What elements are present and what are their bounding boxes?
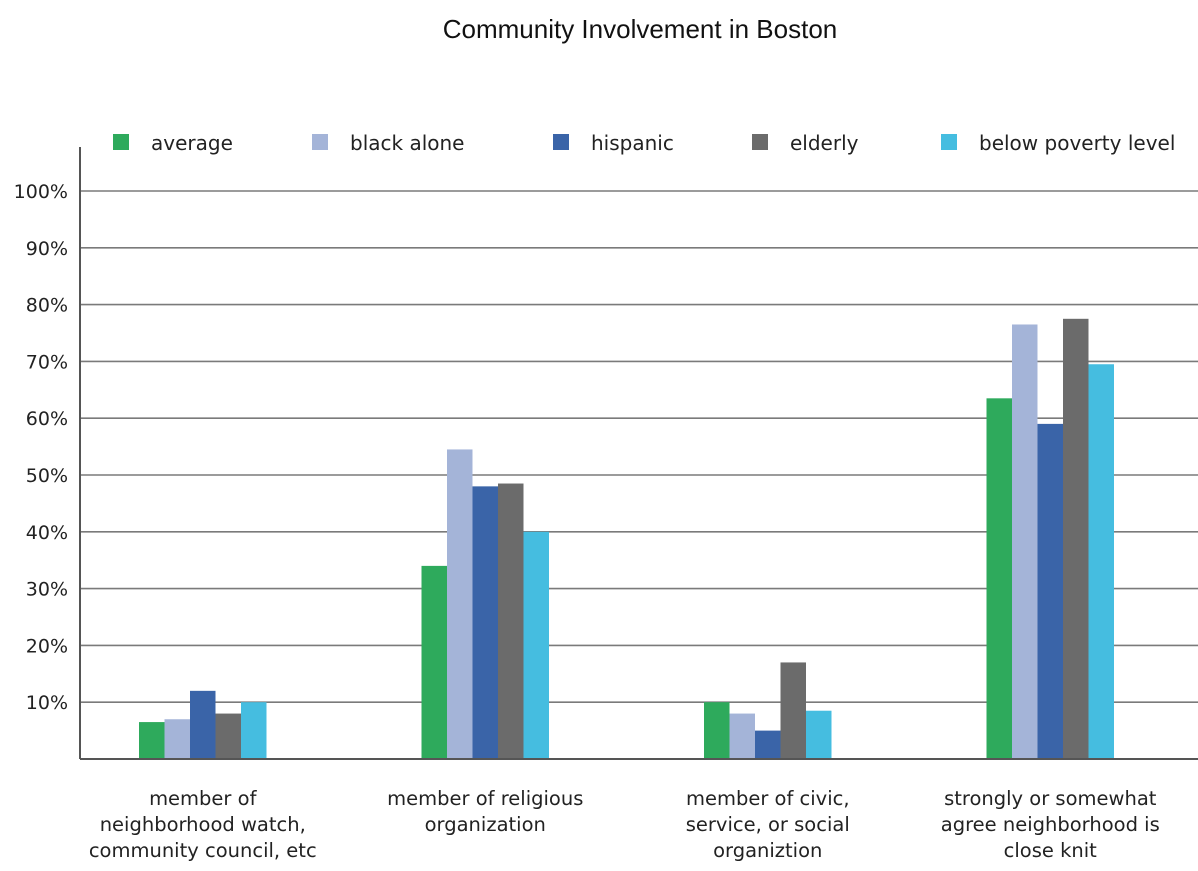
x-tick-label: member of religious organization [387,787,583,836]
bar-average [986,398,1012,759]
x-tick-label-line: service, or social [686,813,850,836]
legend-label: black alone [350,131,464,155]
y-tick-label: 70% [26,351,68,373]
x-tick-label-line: organization [425,813,546,836]
bar-hispanic [1037,423,1063,759]
legend-item: below poverty level [941,131,1175,155]
bar-black-alone [729,713,755,759]
y-tick-label: 20% [26,635,68,657]
x-tick-label-line: strongly or somewhat [944,787,1157,810]
legend-swatch [113,134,129,150]
y-tick-label: 90% [26,238,68,260]
legend-swatch [941,134,957,150]
bars [139,318,1114,759]
y-tick-label: 10% [26,692,68,714]
x-tick-label-line: agree neighborhood is [941,813,1160,836]
y-tick-label: 60% [26,408,68,430]
legend-item: black alone [312,131,464,155]
x-tick-label-line: close knit [1004,839,1097,862]
x-tick-label-line: member of [149,787,258,810]
legend: average black alone hispanic elderly below p… [113,131,1175,155]
legend-label: elderly [790,131,859,155]
x-tick-label: member of neighborhood watch, community co… [89,787,317,862]
bar-below-poverty-level [1088,364,1114,759]
legend-swatch [553,134,569,150]
y-tick-label: 50% [26,465,68,487]
bar-elderly [780,662,806,759]
legend-item: elderly [752,131,859,155]
x-tick-label: member of civic, service, or social organi… [686,787,850,862]
bar-elderly [215,713,241,759]
bar-elderly [498,483,524,759]
bar-black-alone [447,449,473,759]
y-tick-label: 30% [26,579,68,601]
x-tick-label: strongly or somewhat agree neighborhood i… [941,787,1160,862]
chart-title: Community Involvement in Boston [443,14,838,44]
y-axis-ticks: 10% 20% 30% 40% 50% 60% 70% 80% 90% 100% [14,181,68,714]
x-tick-label-line: organiztion [713,839,822,862]
bar-hispanic [190,690,216,759]
bar-black-alone [1012,324,1038,759]
bar-average [139,722,165,759]
bar-below-poverty-level [806,710,832,759]
x-tick-label-line: member of civic, [686,787,850,810]
x-tick-label-line: neighborhood watch, [100,813,306,836]
bar-black-alone [164,719,190,759]
gridlines [80,190,1198,704]
legend-item: hispanic [553,131,674,155]
bar-average [704,702,730,759]
x-axis-labels: member of neighborhood watch, community co… [89,787,1160,862]
bar-hispanic [755,730,781,759]
legend-label: hispanic [591,131,674,155]
bar-below-poverty-level [241,702,267,759]
legend-item: average [113,131,233,155]
bar-hispanic [472,486,498,759]
bar-average [421,565,447,759]
bar-elderly [1063,318,1089,759]
y-tick-label: 80% [26,295,68,317]
x-tick-label-line: member of religious [387,787,583,810]
y-tick-label: 40% [26,522,68,544]
legend-swatch [752,134,768,150]
bar-below-poverty-level [523,531,549,759]
legend-label: average [151,131,233,155]
legend-label: below poverty level [979,131,1175,155]
legend-swatch [312,134,328,150]
y-tick-label: 100% [14,181,68,203]
x-tick-label-line: community council, etc [89,839,317,862]
